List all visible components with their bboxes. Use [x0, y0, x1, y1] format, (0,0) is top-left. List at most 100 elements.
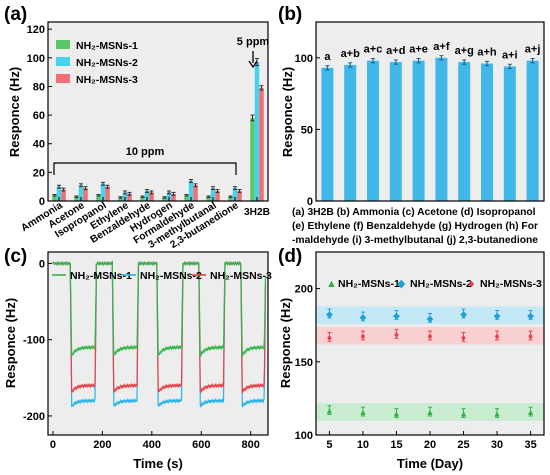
- panel-c-xlabel: Time (s): [133, 456, 183, 471]
- bar-b-1: [344, 64, 357, 202]
- bar-a-s2-9: [254, 62, 260, 201]
- panel-d-label: (d): [278, 246, 302, 267]
- bar-a-s1-3: [118, 197, 123, 201]
- bar-a-s2-2: [100, 183, 106, 201]
- bar-a-s3-9: [259, 87, 264, 201]
- bar-b-label: a+j: [525, 44, 541, 56]
- bar-a-s1-8: [228, 196, 233, 201]
- point-d-msn2-1: ◆: [359, 312, 366, 322]
- bar-b-3: [389, 62, 402, 201]
- a-ytick-label: 40: [33, 139, 45, 151]
- bar-a-s2-5: [166, 192, 172, 201]
- c-xtick-label: 600: [192, 439, 210, 451]
- point-d-msn1-6: ▲: [526, 407, 535, 417]
- bar-b-label: a+h: [477, 47, 497, 59]
- bar-a-s2-7: [210, 188, 216, 201]
- legend-label-c-msn1: NH₂-MSNs-1: [70, 270, 132, 282]
- panel-b-bars: a a+b a+c a+d a+e a+f a+g a+h a+i a+j: [321, 41, 541, 202]
- bar-b-label: a+g: [455, 45, 474, 57]
- legend-label-d-msn1: NH₂-MSNs-1: [338, 278, 400, 290]
- bar-b-9: [526, 60, 539, 201]
- c-ytick-label: -100: [23, 335, 45, 347]
- point-d-msn2-6: ◆: [527, 310, 534, 320]
- d-xtick-label: 5: [326, 439, 332, 451]
- d-xtick-label: 35: [524, 439, 536, 451]
- line-c-msn1: [52, 260, 267, 358]
- point-d-msn3-0: ●: [327, 332, 332, 342]
- bar-a-s3-3: [127, 193, 132, 201]
- panel-a-y-ticks: 0 20 40 60 80 100 120: [27, 24, 52, 208]
- point-d-msn1-3: ▲: [426, 407, 435, 417]
- point-d-msn2-3: ◆: [427, 313, 434, 323]
- panel-a-frame: [47, 21, 269, 202]
- d-xtick-label: 25: [457, 439, 469, 451]
- point-d-msn3-4: ●: [461, 332, 466, 342]
- a-ytick-label: 60: [33, 110, 45, 122]
- bar-a-s2-0: [56, 186, 62, 201]
- panel-b-frame: [315, 21, 545, 202]
- b-ytick-label: 100: [295, 53, 313, 65]
- panel-a-category-labels: AmmoniaAcetoneIsopropanolEthyleneBenzald…: [19, 197, 270, 251]
- bar-b-7: [481, 63, 493, 201]
- bar-b-label: a+c: [364, 44, 383, 56]
- bar-a-s3-0: [61, 189, 66, 201]
- panel-a-bars: [52, 58, 264, 201]
- bar-a-s3-4: [149, 192, 154, 201]
- panel-d: (d) ▲ ▲ ▲ ▲ ▲ ▲ ▲ ◆ ◆ ◆ ◆ ◆ ◆ ◆ ● ● ● ● ● ● ● 100 150 200 5 10 1…: [278, 246, 545, 471]
- bar-b-6: [458, 62, 471, 201]
- panel-c-label: (c): [4, 246, 27, 267]
- bar-b-label: a: [324, 51, 331, 63]
- a-ytick-label: 80: [33, 81, 45, 93]
- panel-c-frame: [47, 251, 269, 436]
- point-d-msn2-5: ◆: [494, 310, 501, 320]
- point-d-msn3-1: ●: [360, 331, 365, 341]
- legend-swatch-msn2: [56, 57, 70, 66]
- bar-a-s2-6: [188, 180, 194, 201]
- point-d-msn2-0: ◆: [326, 309, 333, 319]
- panel-d-points: ▲ ▲ ▲ ▲ ▲ ▲ ▲ ◆ ◆ ◆ ◆ ◆ ◆ ◆ ● ● ● ● ● ● ●: [325, 308, 535, 419]
- a-ytick-label: 0: [39, 196, 45, 208]
- bar-a-s1-0: [52, 195, 57, 201]
- panel-a-plot-bg: [48, 22, 268, 201]
- bar-a-s1-6: [184, 195, 189, 201]
- a-ytick-label: 100: [27, 53, 45, 65]
- bar-a-s3-5: [171, 193, 176, 201]
- point-d-msn2-4: ◆: [460, 309, 467, 319]
- d-xtick-label: 15: [390, 439, 402, 451]
- d-xtick-label: 10: [357, 439, 369, 451]
- c-xtick-label: 400: [143, 439, 161, 451]
- point-d-msn3-3: ●: [427, 331, 432, 341]
- c-xtick-label: 0: [50, 439, 56, 451]
- bar-a-s1-4: [140, 196, 145, 201]
- bar-a-s1-7: [206, 196, 211, 201]
- panel-b-ylabel: Responce (Hz): [280, 67, 295, 157]
- panel-b-caption-line1: (a) 3H2B (b) Ammonia (c) Acetone (d) Iso…: [292, 207, 536, 218]
- panel-d-xlabel: Time (Day): [397, 456, 463, 471]
- bar-a-s2-4: [144, 190, 150, 201]
- panel-b-y-ticks: 0 50 100: [295, 53, 320, 208]
- point-d-msn1-4: ▲: [459, 409, 468, 419]
- bar-a-s3-2: [105, 186, 110, 201]
- bar-a-s3-1: [83, 188, 88, 201]
- panel-a-ylabel: Responce (Hz): [7, 67, 22, 157]
- b-ytick-label: 50: [301, 124, 313, 136]
- bar-b-2: [367, 60, 379, 201]
- panel-a-label: (a): [4, 4, 27, 25]
- panel-c-lines: [52, 260, 267, 408]
- legend-label-c-msn2: NH₂-MSNs-2: [140, 270, 202, 282]
- point-d-msn3-5: ●: [494, 331, 499, 341]
- d-ytick-label: 100: [295, 430, 313, 442]
- panel-b-caption-line3: -maldehyde (i) 3-methylbutanal (j) 2,3-b…: [292, 235, 538, 246]
- bar-b-8: [503, 66, 516, 201]
- d-ytick-label: 200: [295, 284, 313, 296]
- legend-label-msn1: NH₂-MSNs-1: [76, 40, 138, 52]
- legend-label-d-msn2: NH₂-MSNs-2: [410, 278, 472, 290]
- panel-c-ylabel: Responce (Hz): [3, 298, 18, 388]
- panel-d-ylabel: Responce (Hz): [278, 298, 293, 388]
- panel-b: (b) a a+b a+c a+d a+e a+f a+g a+h a+i a+j 050100 …: [278, 4, 545, 246]
- d-xtick-label: 20: [424, 439, 436, 451]
- a-category-label: 3H2B: [244, 207, 270, 218]
- legend-marker-d-msn3: ●: [468, 278, 475, 290]
- bar-a-s2-8: [232, 188, 238, 201]
- point-d-msn3-6: ●: [528, 331, 533, 341]
